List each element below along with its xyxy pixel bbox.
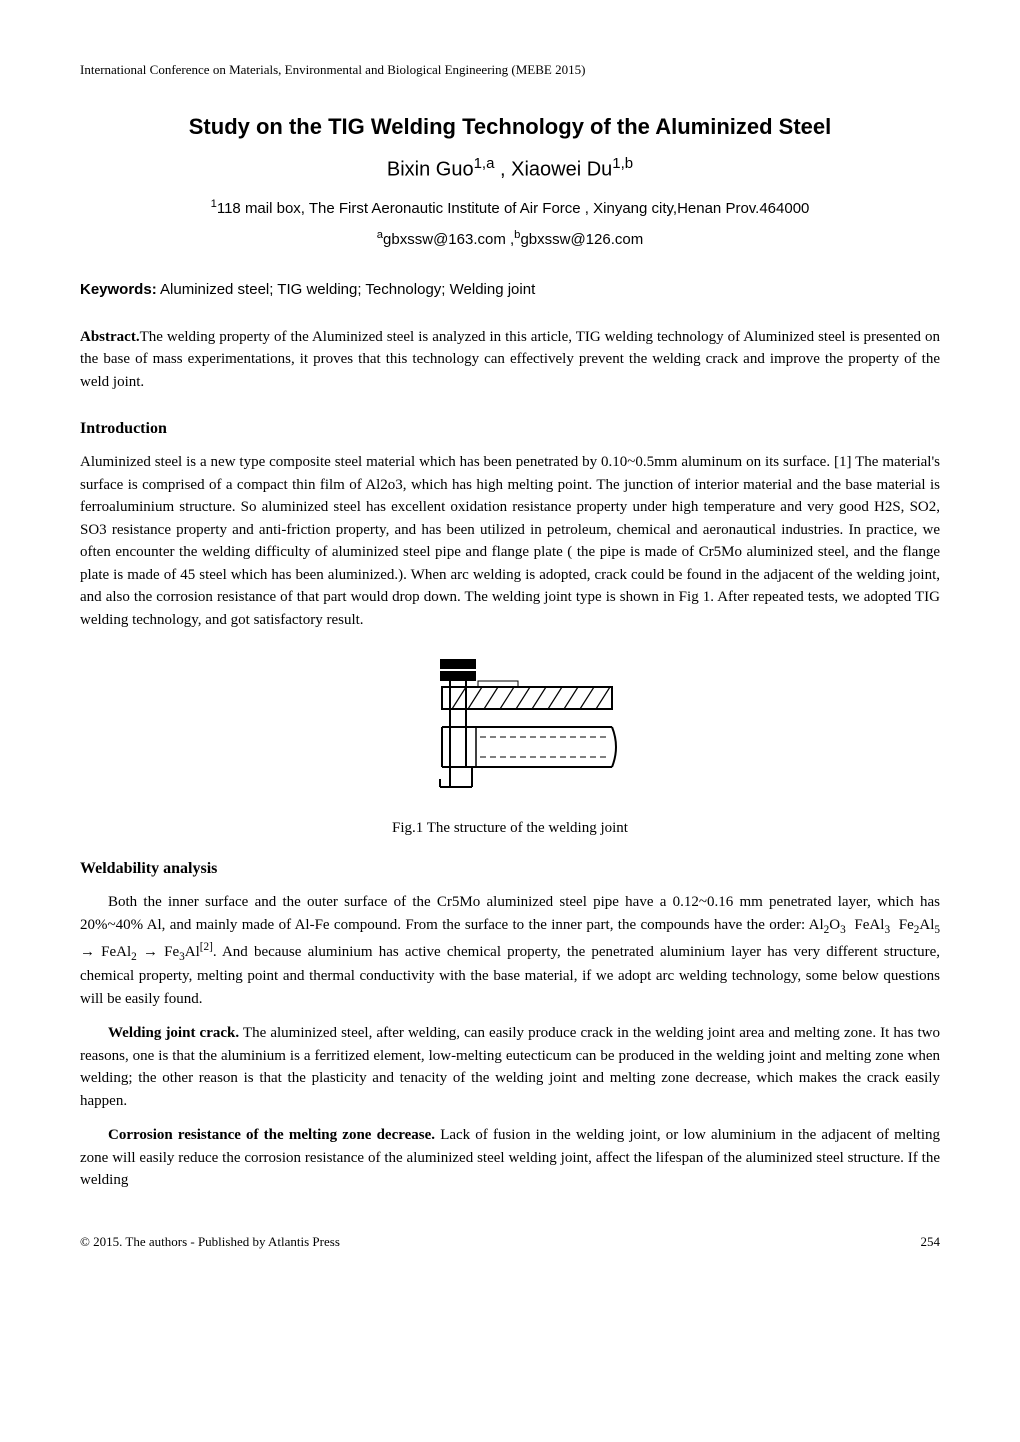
figure-1-caption: Fig.1 The structure of the welding joint — [80, 817, 940, 840]
copyright-text: © 2015. The authors - Published by Atlan… — [80, 1232, 340, 1252]
paper-title: Study on the TIG Welding Technology of t… — [80, 110, 940, 143]
weldability-sub1-label: Welding joint crack. — [108, 1025, 239, 1041]
figure-1-svg — [380, 649, 640, 799]
authors: Bixin Guo1,a , Xiaowei Du1,b — [80, 153, 940, 185]
weldability-sub2-label: Corrosion resistance of the melting zone… — [108, 1127, 435, 1143]
page-footer: © 2015. The authors - Published by Atlan… — [80, 1232, 940, 1252]
keywords-line: Keywords: Aluminized steel; TIG welding;… — [80, 279, 940, 302]
weldability-sub2: Corrosion resistance of the melting zone… — [80, 1124, 940, 1192]
conference-header: International Conference on Materials, E… — [80, 60, 940, 80]
author-emails: agbxssw@163.com ,bgbxssw@126.com — [80, 227, 940, 252]
affiliation: 1118 mail box, The First Aeronautic Inst… — [80, 196, 940, 221]
introduction-paragraph: Aluminized steel is a new type composite… — [80, 451, 940, 631]
section-heading-introduction: Introduction — [80, 417, 940, 441]
page-number: 254 — [921, 1232, 941, 1252]
keywords-text: Aluminized steel; TIG welding; Technolog… — [157, 281, 536, 298]
keywords-label: Keywords: — [80, 281, 157, 298]
weldability-paragraph-1: Both the inner surface and the outer sur… — [80, 891, 940, 1010]
weldability-sub1: Welding joint crack. The aluminized stee… — [80, 1022, 940, 1112]
section-heading-weldability: Weldability analysis — [80, 857, 940, 881]
figure-1 — [80, 649, 940, 807]
abstract-paragraph: Abstract.The welding property of the Alu… — [80, 326, 940, 394]
abstract-label: Abstract. — [80, 329, 140, 345]
abstract-text: The welding property of the Aluminized s… — [80, 329, 940, 390]
